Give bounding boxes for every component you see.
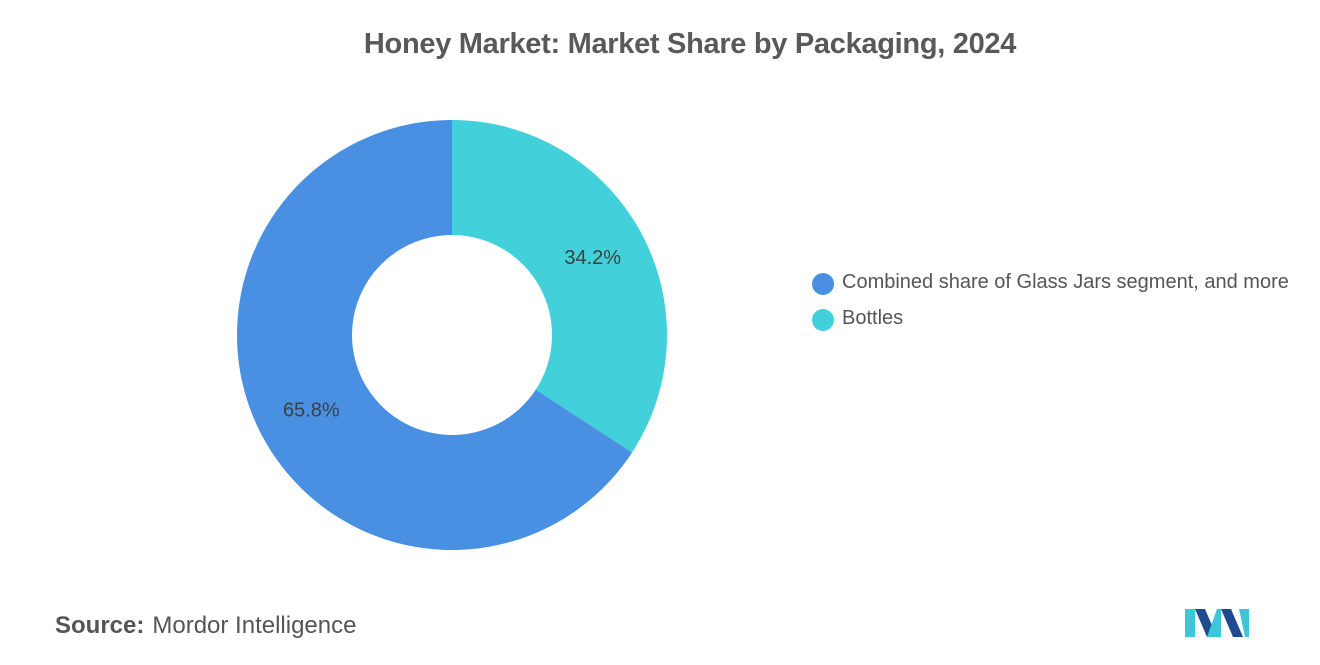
legend-swatch-glass-jars — [812, 273, 834, 295]
legend-label-glass-jars: Combined share of Glass Jars segment, an… — [842, 271, 1289, 293]
legend-swatch-bottles — [812, 309, 834, 331]
source-line: Source: Mordor Intelligence — [55, 612, 356, 640]
donut-slice-labels: 34.2% 65.8% — [283, 247, 621, 421]
chart-legend: Combined share of Glass Jars segment, an… — [812, 268, 1302, 340]
slice-label-glass-jars: 65.8% — [283, 399, 340, 421]
mordor-intelligence-logo-icon — [1185, 609, 1249, 637]
source-text: Mordor Intelligence — [152, 612, 357, 639]
slice-bottles — [452, 120, 667, 453]
slice-glass-jars — [236, 120, 633, 550]
donut-slices — [236, 120, 667, 550]
legend-item-glass-jars: Combined share of Glass Jars segment, an… — [812, 268, 1302, 296]
legend-item-bottles: Bottles — [812, 304, 1302, 332]
source-label: Source: — [55, 612, 145, 639]
slice-label-bottles: 34.2% — [564, 247, 621, 269]
legend-label-bottles: Bottles — [842, 307, 904, 329]
chart-title: Honey Market: Market Share by Packaging,… — [363, 28, 1017, 60]
